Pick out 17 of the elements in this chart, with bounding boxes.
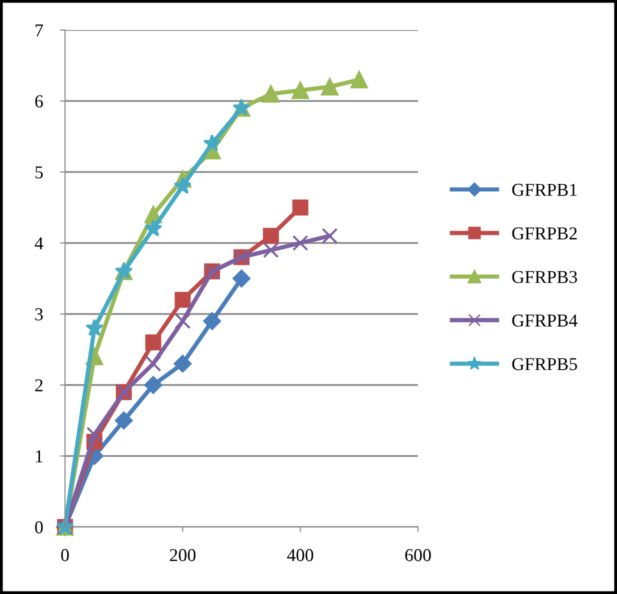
legend-label: GFRPB4 bbox=[512, 314, 578, 327]
x-tick-label: 600 bbox=[405, 549, 431, 562]
y-tick-label: 3 bbox=[35, 308, 43, 320]
y-tick-label: 1 bbox=[36, 450, 42, 462]
y-tick-label: 7 bbox=[36, 24, 43, 36]
x-tick-label: 200 bbox=[170, 549, 196, 562]
y-tick-label: 4 bbox=[34, 237, 44, 250]
y-tick-label: 2 bbox=[35, 379, 42, 392]
legend-label: GFRPB3 bbox=[512, 270, 578, 284]
y-tick-label: 6 bbox=[35, 95, 43, 108]
legend-label: GFRPB5 bbox=[512, 358, 578, 370]
legend-label: GFRPB2 bbox=[512, 227, 577, 240]
y-tick-label: 0 bbox=[35, 521, 43, 534]
x-tick-label: 0 bbox=[61, 549, 69, 562]
legend-label: GFRPB1 bbox=[512, 184, 577, 196]
y-tick-label: 5 bbox=[35, 166, 43, 178]
x-tick-label: 400 bbox=[287, 549, 314, 562]
